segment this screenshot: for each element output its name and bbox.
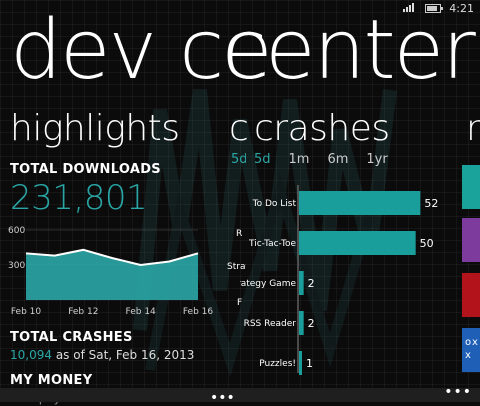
x-tick-label: Feb 14	[126, 307, 157, 317]
tic-tac-toe-icon: o x x	[465, 337, 478, 361]
bar-category-label: Puzzles!	[259, 359, 296, 369]
tile-purple[interactable]	[462, 218, 480, 262]
tab-1yr[interactable]: 1yr	[366, 152, 388, 167]
crash-bar	[299, 191, 421, 215]
bar-value-label: 52	[424, 197, 438, 210]
bar-category-label: RSS Reader	[244, 319, 297, 329]
downloads-line	[25, 248, 199, 267]
tile-blue[interactable]: o x x	[462, 328, 480, 372]
tab-6m[interactable]: 6m	[327, 152, 349, 167]
total-downloads-value: 231,801	[10, 178, 148, 218]
y-tick-label: 300	[8, 261, 25, 271]
tab-5d[interactable]: 5d	[254, 152, 271, 167]
bar-value-label: 1	[306, 357, 313, 370]
section-title-peek[interactable]: c	[229, 108, 247, 149]
bar-value-label: 2	[308, 317, 315, 330]
peek-label-1: R	[236, 229, 243, 239]
section-title-crashes[interactable]: crashes	[254, 108, 390, 149]
total-downloads-label: TOTAL DOWNLOADS	[10, 162, 161, 177]
peek-period-tab[interactable]: 5d	[231, 152, 246, 167]
battery-icon	[425, 3, 444, 13]
bar-category-label: To Do List	[252, 199, 297, 209]
bar-value-label: 2	[308, 277, 315, 290]
crash-bar	[299, 351, 302, 375]
my-money-label: MY MONEY	[10, 373, 93, 388]
background-graffiti	[133, 89, 397, 377]
application-bar: ••• •••	[0, 384, 480, 406]
svg-text:o: o	[465, 337, 471, 348]
total-crashes-label: TOTAL CRASHES	[10, 330, 133, 345]
x-tick-label: Feb 10	[11, 307, 42, 317]
bar-category-label: Strategy Game	[240, 279, 296, 289]
total-crashes-suffix: as of Sat, Feb 16, 2013	[52, 348, 195, 362]
crash-period-tabs: 5d 1m 6m 1yr	[254, 152, 388, 167]
status-bar: 4:21	[403, 0, 474, 16]
crash-bar	[299, 311, 304, 335]
more-options-icon[interactable]: •••	[210, 390, 235, 406]
x-tick-label: Feb 12	[68, 307, 98, 317]
section-title-highlights[interactable]: highlights	[10, 108, 180, 149]
more-options-icon-right[interactable]: •••	[444, 384, 472, 400]
bar-value-label: 50	[420, 237, 434, 250]
svg-text:x: x	[465, 350, 471, 361]
app-title-main: dev ce	[10, 3, 273, 98]
crashes-bar-chart: To Do List 52 Tic-Tac-Toe 50 Strategy Game 2 R…	[240, 185, 438, 375]
crash-bar	[299, 231, 416, 255]
app-title-overlap: center	[222, 3, 476, 98]
total-crashes-value: 10,094	[10, 348, 52, 362]
peek-label-3: F	[237, 298, 243, 308]
x-tick-label: Feb 16	[183, 307, 213, 317]
section-title-next-peek[interactable]: r	[466, 108, 480, 149]
downloads-area	[26, 249, 198, 300]
tab-1m[interactable]: 1m	[288, 152, 310, 167]
svg-text:x: x	[472, 337, 478, 348]
signal-icon	[403, 2, 417, 15]
bar-category-label: Tic-Tac-Toe	[248, 239, 296, 249]
tile-red[interactable]	[462, 273, 480, 317]
peek-label-2: Strat	[227, 262, 246, 272]
crash-bar	[299, 271, 304, 295]
status-time: 4:21	[449, 1, 474, 15]
y-tick-label: 600	[8, 226, 25, 236]
app-title: dev ce	[10, 10, 273, 92]
downloads-chart: 600 300 Feb 10 Feb 12 Feb 14 Feb 16	[8, 226, 213, 317]
tile-teal[interactable]	[462, 165, 480, 209]
total-crashes-text: 10,094 as of Sat, Feb 16, 2013	[10, 348, 194, 362]
